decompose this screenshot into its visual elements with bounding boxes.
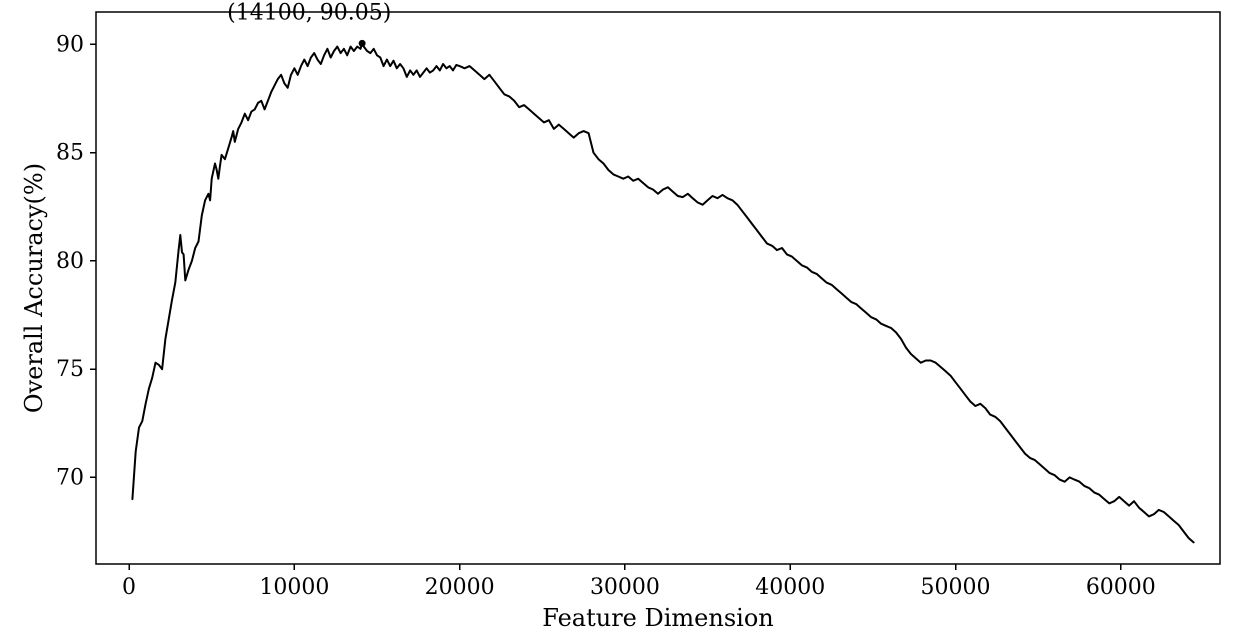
x-tick-label: 20000 bbox=[425, 575, 495, 600]
x-tick-label: 30000 bbox=[590, 575, 660, 600]
plot-frame bbox=[96, 12, 1220, 564]
y-tick-label: 80 bbox=[56, 249, 84, 274]
accuracy-line bbox=[132, 43, 1193, 542]
y-tick-label: 70 bbox=[56, 465, 84, 490]
x-axis-label: Feature Dimension bbox=[542, 604, 774, 632]
y-tick-label: 90 bbox=[56, 32, 84, 57]
y-tick-label: 75 bbox=[56, 357, 84, 382]
x-tick-label: 40000 bbox=[755, 575, 825, 600]
line-chart: 0 10000 20000 30000 40000 50000 60000 70 75 80 85 9… bbox=[0, 0, 1239, 632]
x-tick-label: 50000 bbox=[921, 575, 991, 600]
x-tick-label: 10000 bbox=[259, 575, 329, 600]
y-axis-label: Overall Accuracy(%) bbox=[20, 163, 48, 413]
x-tick-label: 0 bbox=[122, 575, 136, 600]
y-tick-label: 85 bbox=[56, 141, 84, 166]
x-tick-label: 60000 bbox=[1086, 575, 1156, 600]
chart-container: 0 10000 20000 30000 40000 50000 60000 70 75 80 85 9… bbox=[0, 0, 1239, 632]
max-point-marker bbox=[359, 40, 366, 47]
max-point-label: (14100, 90.05) bbox=[227, 1, 391, 26]
